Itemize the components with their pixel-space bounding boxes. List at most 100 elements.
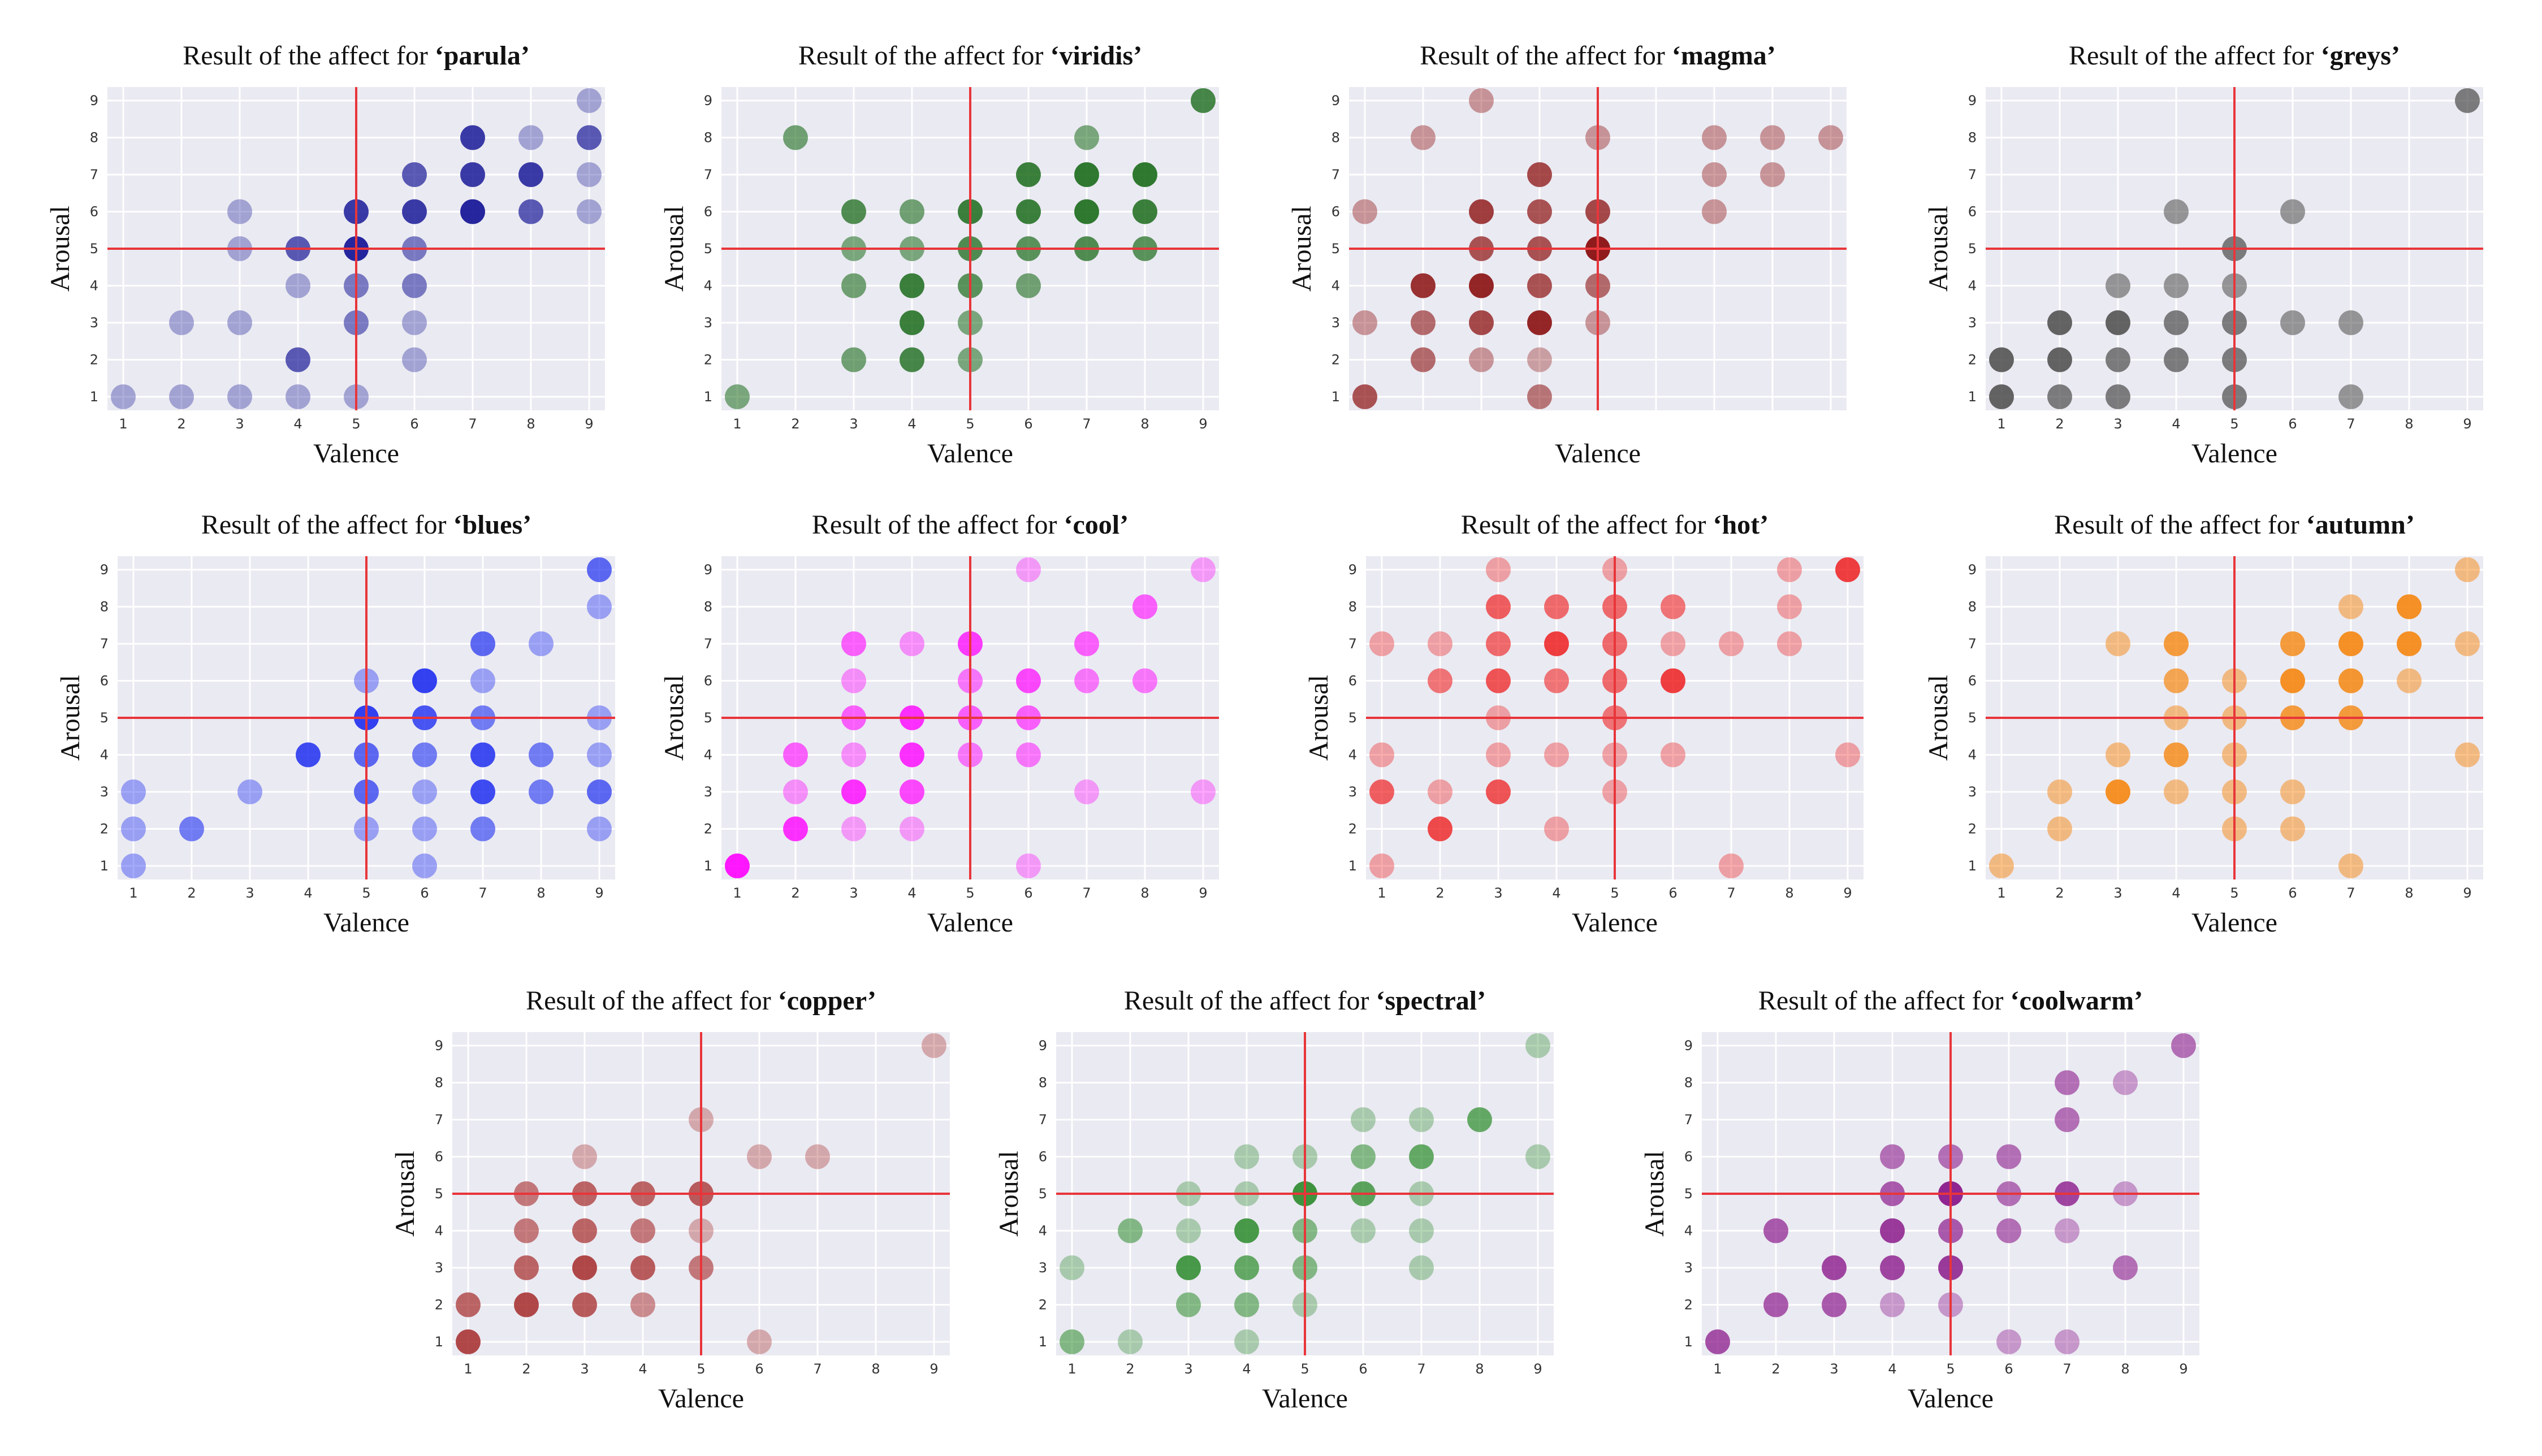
x-tick-label: 6	[1668, 885, 1677, 901]
y-tick-label: 5	[1039, 1186, 1047, 1202]
y-tick-label: 6	[90, 204, 98, 220]
panel-title-colormap: ‘greys’	[2321, 41, 2400, 71]
x-tick-label: 1	[733, 885, 741, 901]
y-tick-label: 9	[1968, 93, 1977, 109]
y-tick-label: 5	[704, 241, 712, 257]
data-point	[1428, 816, 1452, 842]
data-point	[2280, 816, 2305, 842]
x-axis-label: Valence	[1262, 1384, 1348, 1414]
data-point	[1352, 384, 1377, 409]
x-tick-label: 8	[1785, 885, 1793, 901]
y-tick-label: 9	[704, 562, 712, 578]
x-tick-label: 5	[966, 885, 974, 901]
x-tick-label: 1	[1997, 885, 2005, 901]
data-point	[179, 816, 204, 842]
x-axis-label: Valence	[927, 439, 1013, 469]
data-point	[1818, 125, 1843, 150]
data-point	[1428, 668, 1452, 694]
data-point	[1996, 1218, 2021, 1243]
x-tick-label: 2	[2055, 416, 2064, 432]
y-tick-label: 3	[1968, 784, 1977, 800]
y-tick-label: 8	[704, 599, 712, 615]
data-point	[1544, 816, 1569, 842]
y-tick-label: 9	[435, 1038, 443, 1054]
panel-title-colormap: ‘magma’	[1672, 41, 1776, 71]
panel-title: Result of the affect for ‘blues’	[201, 510, 531, 540]
y-tick-label: 7	[704, 167, 712, 183]
data-point	[402, 347, 427, 372]
data-point	[514, 1255, 539, 1280]
data-point	[2397, 594, 2422, 619]
x-tick-label: 3	[580, 1361, 589, 1377]
x-tick-label: 2	[1436, 885, 1444, 901]
data-point	[783, 779, 808, 804]
data-point	[518, 125, 543, 150]
data-point	[1835, 557, 1860, 582]
data-point	[2047, 779, 2072, 804]
x-axis-label: Valence	[1908, 1384, 1994, 1414]
data-point	[1016, 273, 1041, 298]
x-axis-label: Valence	[2191, 908, 2277, 938]
x-tick-label: 9	[1533, 1361, 1542, 1377]
x-tick-label: 9	[595, 885, 603, 901]
y-tick-label: 3	[704, 784, 712, 800]
data-point	[514, 1292, 539, 1318]
data-point	[1074, 668, 1099, 694]
data-point	[2106, 310, 2130, 335]
y-tick-label: 1	[90, 389, 98, 405]
chart-panel-viridis: 1 2 3 4 5 6 7 8 9 1 2 3 4 5 6 7 8 9 Valence Arousal Result o…	[659, 41, 1219, 469]
data-point	[1409, 1144, 1434, 1169]
data-point	[577, 199, 602, 224]
data-point	[1016, 199, 1041, 224]
x-tick-label: 7	[1082, 416, 1091, 432]
data-point	[169, 384, 194, 409]
data-point	[1351, 1144, 1376, 1169]
data-point	[1544, 631, 1569, 656]
data-point	[572, 1255, 597, 1280]
data-point	[841, 273, 866, 298]
x-tick-label: 6	[420, 885, 429, 901]
data-point	[1191, 557, 1216, 582]
data-point	[587, 816, 612, 842]
panel-title-colormap: ‘hot’	[1713, 510, 1769, 540]
data-point	[1369, 779, 1394, 804]
y-tick-label: 5	[90, 241, 98, 257]
data-point	[1369, 631, 1394, 656]
y-tick-label: 6	[1968, 204, 1977, 220]
panel-title: Result of the affect for ‘hot’	[1461, 510, 1769, 540]
y-tick-label: 9	[1968, 562, 1977, 578]
x-axis-label: Valence	[2191, 439, 2277, 469]
y-tick-label: 2	[1039, 1297, 1047, 1313]
data-point	[1486, 742, 1511, 768]
y-tick-label: 6	[1331, 204, 1340, 220]
data-point	[412, 742, 437, 768]
y-tick-label: 9	[1039, 1038, 1047, 1054]
y-axis-label: Arousal	[55, 675, 85, 761]
y-tick-label: 4	[1968, 278, 1977, 294]
data-point	[1544, 742, 1569, 768]
y-tick-label: 2	[704, 821, 712, 837]
y-tick-label: 4	[1039, 1223, 1047, 1239]
x-tick-label: 1	[129, 885, 137, 901]
y-tick-label: 3	[435, 1260, 443, 1276]
chart-panel-cool: 1 2 3 4 5 6 7 8 9 1 2 3 4 5 6 7 8 9 Valence Arousal Result o…	[659, 510, 1219, 938]
data-point	[1191, 88, 1216, 113]
data-point	[2106, 347, 2130, 372]
data-point	[805, 1144, 830, 1169]
panel-title-prefix: Result of the affect for	[1420, 41, 1672, 71]
data-point	[1763, 1292, 1788, 1318]
data-point	[2455, 742, 2480, 768]
data-point	[2397, 631, 2422, 656]
data-point	[900, 310, 924, 335]
y-tick-label: 8	[435, 1075, 443, 1091]
data-point	[725, 853, 750, 878]
data-point	[1719, 853, 1744, 878]
y-axis-label: Arousal	[1640, 1151, 1670, 1237]
data-point	[1486, 557, 1511, 582]
data-point	[111, 384, 136, 409]
data-point	[2171, 1033, 2196, 1058]
data-point	[841, 742, 866, 768]
x-axis-label: Valence	[313, 439, 399, 469]
